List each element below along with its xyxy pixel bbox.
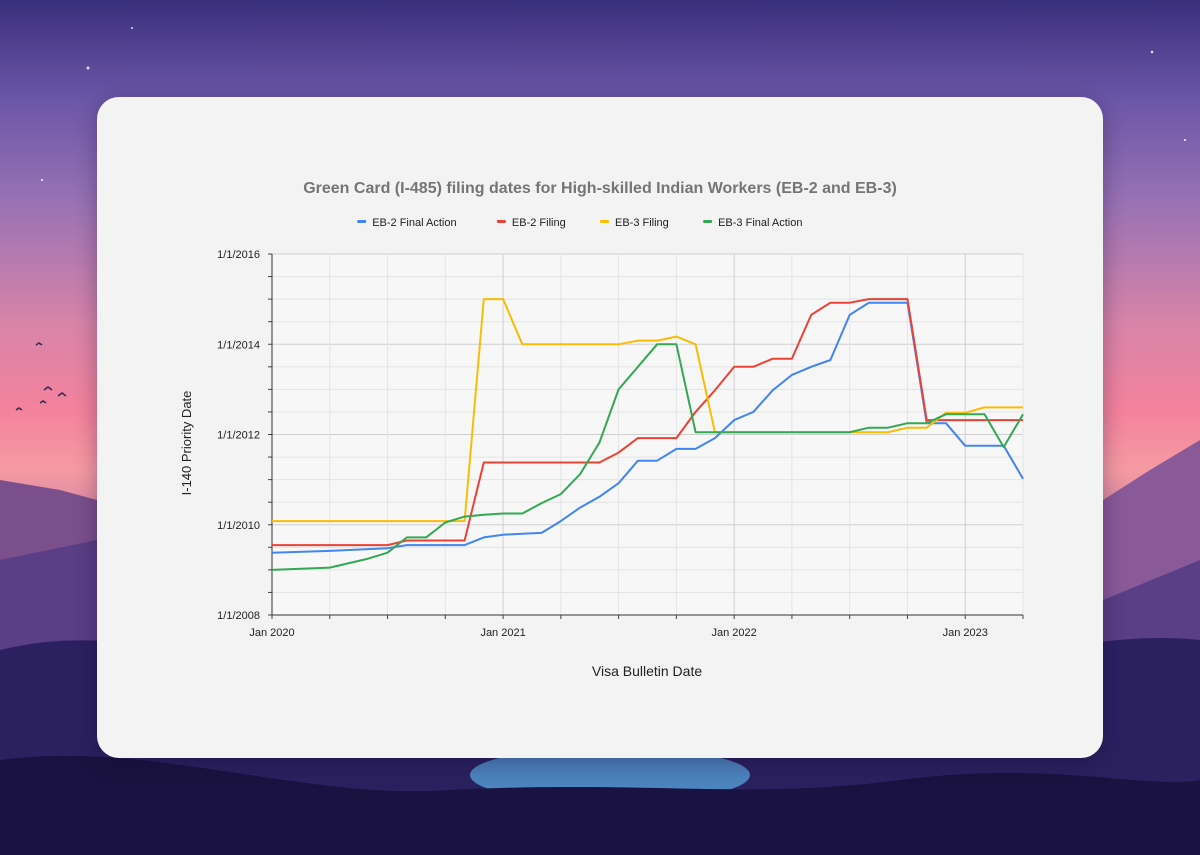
background-birds	[15, 342, 67, 411]
x-tick-label: Jan 2021	[480, 627, 525, 639]
chart-card: Green Card (I-485) filing dates for High…	[97, 97, 1103, 758]
legend-swatch-eb-3-final-action	[703, 220, 713, 223]
chart-grid	[271, 253, 1024, 616]
legend-swatch-eb-2-filing	[496, 220, 506, 223]
y-tick-label: 1/1/2008	[217, 610, 260, 622]
chart-legend: EB-2 Final Action EB-2 Filing EB-3 Filing E…	[357, 217, 802, 229]
y-axis-label: I-140 Priority Date	[179, 391, 194, 496]
chart-series	[271, 298, 1024, 571]
series-line-eb-3-final-action	[271, 343, 1024, 571]
legend-swatch-eb-2-final-action	[357, 220, 367, 223]
x-tick-label: Jan 2023	[943, 627, 988, 639]
x-tick-label: Jan 2022	[712, 627, 757, 639]
series-line-eb-2-filing	[272, 298, 1023, 547]
y-tick-label: 1/1/2012	[217, 430, 260, 442]
x-tick-label: Jan 2020	[249, 627, 294, 639]
legend-swatch-eb-3-filing	[600, 220, 609, 223]
legend-label-eb-3-filing: EB-3 Filing	[615, 217, 669, 229]
y-tick-label: 1/1/2014	[217, 339, 260, 351]
chart-title: Green Card (I-485) filing dates for High…	[303, 180, 897, 197]
chart-axes: 1/1/2008 1/1/2010 1/1/2012 1/1/2014 1/1/2016…	[217, 249, 1024, 639]
legend-label-eb-3-final-action: EB-3 Final Action	[718, 217, 802, 229]
background-foreground-grass	[0, 755, 1200, 855]
legend-label-eb-2-filing: EB-2 Filing	[512, 217, 566, 229]
line-chart: Green Card (I-485) filing dates for High…	[179, 180, 1024, 679]
series-line-eb-3-filing	[272, 298, 1023, 523]
y-tick-label: 1/1/2010	[217, 520, 260, 532]
y-tick-label: 1/1/2016	[217, 249, 260, 261]
legend-label-eb-2-final-action: EB-2 Final Action	[372, 217, 456, 229]
x-axis-label: Visa Bulletin Date	[592, 663, 702, 679]
